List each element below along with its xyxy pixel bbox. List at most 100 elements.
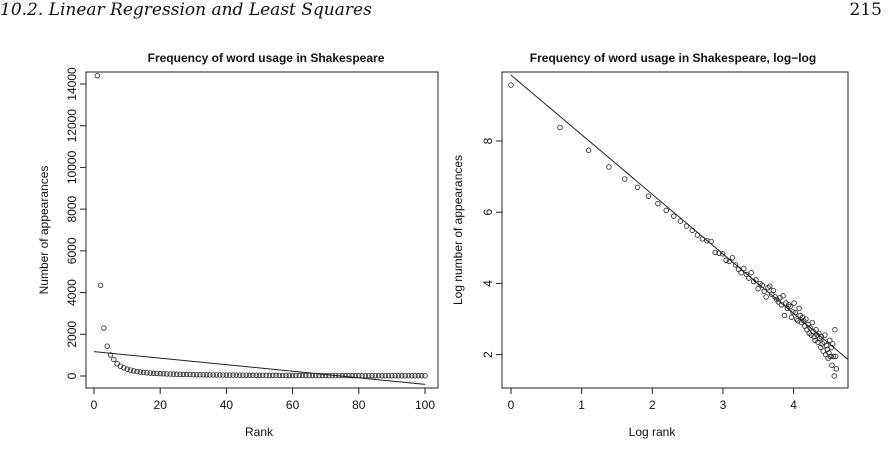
chart-1-point bbox=[379, 372, 385, 379]
chart-1-point bbox=[319, 372, 326, 379]
chart-2-point bbox=[831, 373, 837, 379]
chart-2-ylabel: Log number of appearances bbox=[451, 155, 465, 305]
chart-2-xlabel: Log rank bbox=[629, 425, 677, 439]
chart-1-xtick-label: 0 bbox=[91, 398, 98, 412]
chart-1-plot-frame bbox=[85, 71, 439, 389]
running-header: 10.2. Linear Regression and Least Square… bbox=[0, 0, 372, 20]
chart-1-point bbox=[405, 373, 412, 379]
chart-2-point bbox=[729, 255, 736, 261]
chart-1-point bbox=[101, 325, 107, 331]
chart-1-ytick-label: 4000 bbox=[65, 279, 79, 306]
chart-1-ytick-label: 6000 bbox=[65, 237, 79, 264]
chart-2-ytick-label: 6 bbox=[481, 209, 495, 216]
chart-2-point bbox=[809, 319, 815, 326]
chart-2-point bbox=[823, 343, 830, 349]
chart-1-point bbox=[124, 366, 130, 372]
chart-2-point bbox=[645, 193, 652, 199]
chart-2-point bbox=[780, 293, 786, 299]
chart-2-ytick-label: 2 bbox=[481, 351, 495, 358]
chart-1-point bbox=[240, 372, 246, 378]
chart-2-xtick-label: 1 bbox=[578, 398, 585, 412]
chart-2-title: Frequency of word usage in Shakespeare, … bbox=[530, 51, 816, 65]
chart-1-point bbox=[260, 372, 266, 379]
chart-1-title: Frequency of word usage in Shakespeare bbox=[148, 51, 385, 65]
chart-2-plot-frame bbox=[501, 71, 849, 389]
chart-2-point bbox=[723, 257, 729, 263]
chart-2-point bbox=[787, 303, 793, 310]
chart-1-point bbox=[197, 372, 203, 378]
chart-2-point bbox=[803, 316, 809, 322]
chart-1-points bbox=[94, 72, 428, 379]
chart-1-point bbox=[375, 372, 382, 379]
chart-2-point bbox=[788, 314, 795, 320]
chart-1-point bbox=[415, 373, 422, 379]
chart-1-ylabel: Number of appearances bbox=[37, 166, 51, 295]
chart-1-point bbox=[104, 343, 110, 349]
chart-1-point bbox=[180, 371, 187, 378]
chart-2-point bbox=[663, 207, 669, 214]
chart-1-point bbox=[362, 372, 369, 379]
chart-2-point bbox=[833, 366, 840, 372]
chart-1-point bbox=[190, 371, 196, 378]
chart-2-point bbox=[677, 218, 684, 224]
chart-1-point bbox=[147, 370, 153, 376]
chart-1-point bbox=[174, 371, 180, 377]
chart-2-point bbox=[621, 176, 628, 182]
chart-1-point bbox=[392, 372, 398, 379]
chart-2-fit-line bbox=[510, 74, 849, 360]
chart-1-point bbox=[372, 372, 379, 379]
chart-1-xtick-label: 20 bbox=[154, 398, 168, 412]
chart-2-x-axis: 0 1 2 3 4 bbox=[508, 387, 797, 412]
chart-1-point bbox=[276, 372, 283, 379]
chart-1-point bbox=[200, 372, 206, 378]
chart-2-point bbox=[655, 200, 661, 207]
chart-2-point bbox=[822, 332, 828, 338]
chart-1-point bbox=[289, 372, 296, 379]
chart-2-xtick-label: 4 bbox=[790, 398, 797, 412]
chart-2-point bbox=[767, 283, 773, 289]
chart-1-point bbox=[97, 282, 104, 288]
chart-2-ytick-label: 8 bbox=[481, 137, 495, 144]
chart-1-point bbox=[323, 372, 329, 379]
chart-1-point bbox=[121, 365, 127, 371]
chart-2-xtick-label: 2 bbox=[649, 398, 656, 412]
chart-1-point bbox=[94, 72, 101, 79]
chart-1-point bbox=[283, 372, 289, 379]
chart-1-point bbox=[177, 371, 183, 378]
chart-2-point bbox=[738, 270, 744, 276]
chart-1-point bbox=[131, 368, 137, 374]
chart-1-fit-line bbox=[93, 351, 426, 385]
chart-1-point bbox=[389, 372, 395, 379]
chart-1-point bbox=[342, 372, 349, 379]
chart-2: Frequency of word usage in Shakespeare, … bbox=[451, 51, 849, 439]
chart-1-point bbox=[210, 372, 216, 378]
chart-1-ytick-label: 14000 bbox=[65, 67, 79, 101]
chart-2-point bbox=[830, 353, 837, 360]
chart-2-point bbox=[812, 337, 818, 344]
chart-2-point bbox=[743, 271, 750, 278]
chart-1-y-axis: 0 2000 4000 6000 8000 10000 12000 14000 bbox=[65, 67, 87, 379]
chart-1-point bbox=[203, 372, 210, 378]
chart-1-point bbox=[385, 372, 392, 379]
chart-2-point bbox=[777, 294, 783, 301]
chart-1-point bbox=[369, 372, 375, 379]
chart-1-x-axis: 0 20 40 60 80 100 bbox=[91, 387, 435, 412]
chart-1-point bbox=[160, 371, 167, 377]
chart-1-point bbox=[293, 372, 299, 379]
chart-2-point bbox=[826, 350, 832, 356]
chart-2-point bbox=[781, 312, 788, 319]
chart-2-point bbox=[816, 335, 823, 342]
chart-1-point bbox=[296, 372, 302, 379]
chart-2-point bbox=[784, 305, 791, 312]
chart-1-point bbox=[117, 363, 124, 369]
chart-2-point bbox=[811, 334, 817, 340]
chart-2-point bbox=[790, 309, 796, 315]
chart-1-point bbox=[137, 369, 144, 375]
chart-1-point bbox=[144, 370, 150, 376]
chart-1-point bbox=[230, 372, 236, 378]
chart-2-point bbox=[732, 262, 739, 268]
chart-1-point bbox=[418, 373, 425, 379]
chart-1-point bbox=[157, 370, 163, 377]
chart-1-point bbox=[154, 370, 160, 377]
chart-1-point bbox=[422, 373, 428, 379]
